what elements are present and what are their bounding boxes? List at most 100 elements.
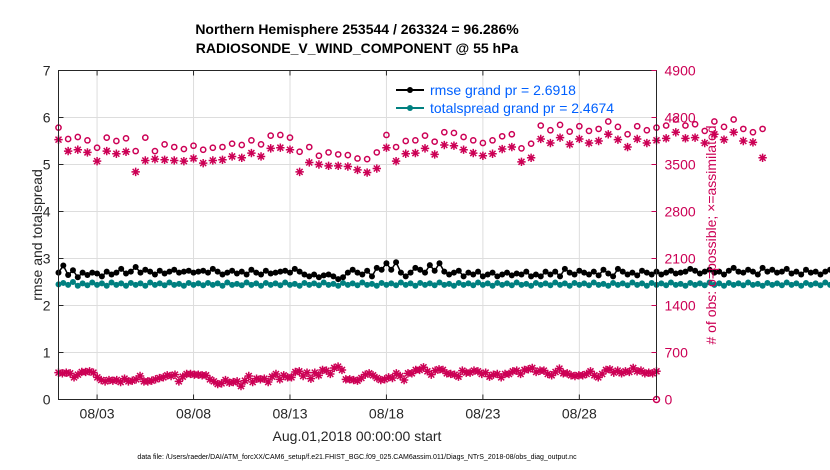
obs-possible-point <box>672 116 680 123</box>
obs-low-point <box>100 377 110 386</box>
obs-assimilated-point <box>459 145 468 154</box>
totalspread-point <box>778 282 785 289</box>
totalspread-point <box>349 280 356 287</box>
obs-low-point <box>473 367 483 376</box>
obs-assimilated-point <box>266 144 275 153</box>
rmse-point <box>373 264 380 271</box>
totalspread-point <box>667 279 674 286</box>
obs-low-point <box>275 375 285 384</box>
totalspread-point <box>272 280 279 287</box>
rmse-point <box>667 267 674 274</box>
obs-possible-point <box>460 133 467 141</box>
obs-low-point <box>232 377 242 386</box>
rmse-point <box>171 266 178 273</box>
rmse-point <box>827 266 830 273</box>
rmse-point <box>441 268 448 275</box>
rmse-point <box>581 269 588 276</box>
totalspread-point <box>643 282 650 289</box>
obs-possible-point <box>547 126 554 134</box>
obs-assimilated-point <box>208 156 218 165</box>
rmse-point <box>711 269 718 276</box>
obs-assimilated-point <box>642 138 652 148</box>
obs-possible-point <box>238 141 246 149</box>
rmse-point <box>537 273 544 280</box>
rmse-point <box>532 271 539 278</box>
totalspread-point <box>229 281 236 288</box>
obs-possible-point <box>170 143 178 151</box>
rmse-point <box>696 270 703 277</box>
obs-low-point <box>287 373 296 382</box>
totalspread-point <box>258 282 265 289</box>
totalspread-point <box>84 282 91 289</box>
y-tick-label-right: 3500 <box>665 157 696 173</box>
rmse-point <box>286 269 293 276</box>
obs-low-point <box>263 377 273 387</box>
rmse-point <box>528 273 535 280</box>
rmse-point <box>788 270 795 277</box>
totalspread-point <box>475 279 482 286</box>
rmse-point <box>195 268 202 275</box>
legend-marker-rmse <box>407 87 413 93</box>
rmse-point <box>262 267 269 274</box>
obs-low-point <box>392 369 401 378</box>
obs-assimilated-point <box>497 144 507 154</box>
obs-low-point <box>333 362 343 371</box>
totalspread-point <box>711 281 718 288</box>
totalspread-point <box>417 279 424 286</box>
obs-low-point <box>166 371 176 381</box>
obs-low-point <box>481 368 490 377</box>
obs-low-point <box>267 372 277 381</box>
legend-label-rmse: rmse grand pr = 2.6918 <box>430 82 576 98</box>
rmse-point <box>89 269 96 276</box>
totalspread-point <box>658 280 665 287</box>
rmse-point <box>561 265 568 272</box>
obs-assimilated-point <box>141 156 150 165</box>
obs-assimilated-point <box>729 128 738 137</box>
rmse-point <box>446 271 453 278</box>
totalspread-point <box>209 281 216 288</box>
obs-possible-point <box>344 151 352 159</box>
obs-assimilated-point <box>469 148 478 158</box>
rmse-point <box>209 265 216 272</box>
obs-low-point <box>438 365 448 375</box>
totalspread-point <box>422 281 429 288</box>
rmse-point <box>176 269 183 276</box>
obs-possible-point <box>190 142 197 150</box>
obs-low-point <box>512 366 521 375</box>
totalspread-point <box>127 279 134 286</box>
obs-low-point <box>326 369 335 379</box>
obs-possible-point <box>305 143 313 151</box>
rmse-point <box>701 268 708 275</box>
totalspread-point <box>412 282 419 289</box>
rmse-point <box>552 268 559 275</box>
totalspread-point <box>335 282 342 289</box>
totalspread-point <box>267 281 274 288</box>
rmse-point <box>721 271 728 278</box>
rmse-point <box>663 269 670 276</box>
rmse-point <box>798 271 805 278</box>
totalspread-point <box>716 280 723 287</box>
totalspread-point <box>725 279 732 286</box>
totalspread-point <box>764 279 771 286</box>
totalspread-point <box>446 280 453 287</box>
totalspread-point <box>499 281 506 288</box>
chart-title-line2: RADIOSONDE_V_WIND_COMPONENT @ 55 hPa <box>196 40 519 56</box>
obs-assimilated-point <box>285 145 295 154</box>
obs-assimilated-point <box>218 155 227 164</box>
totalspread-point <box>465 280 472 287</box>
rmse-point <box>325 271 332 278</box>
totalspread-point <box>484 280 491 287</box>
obs-possible-point <box>113 137 120 145</box>
obs-low-point <box>380 375 389 384</box>
obs-low-point <box>450 370 459 379</box>
rmse-point <box>489 269 496 276</box>
totalspread-point <box>455 279 462 286</box>
obs-possible-point <box>315 152 323 160</box>
obs-assimilated-point <box>334 161 343 171</box>
obs-possible-point <box>440 128 448 136</box>
totalspread-point <box>600 280 607 287</box>
obs-low-point <box>454 372 463 381</box>
obs-low-point <box>458 366 467 375</box>
obs-low-point <box>302 368 312 377</box>
y-tick-label-left: 2 <box>43 298 51 314</box>
